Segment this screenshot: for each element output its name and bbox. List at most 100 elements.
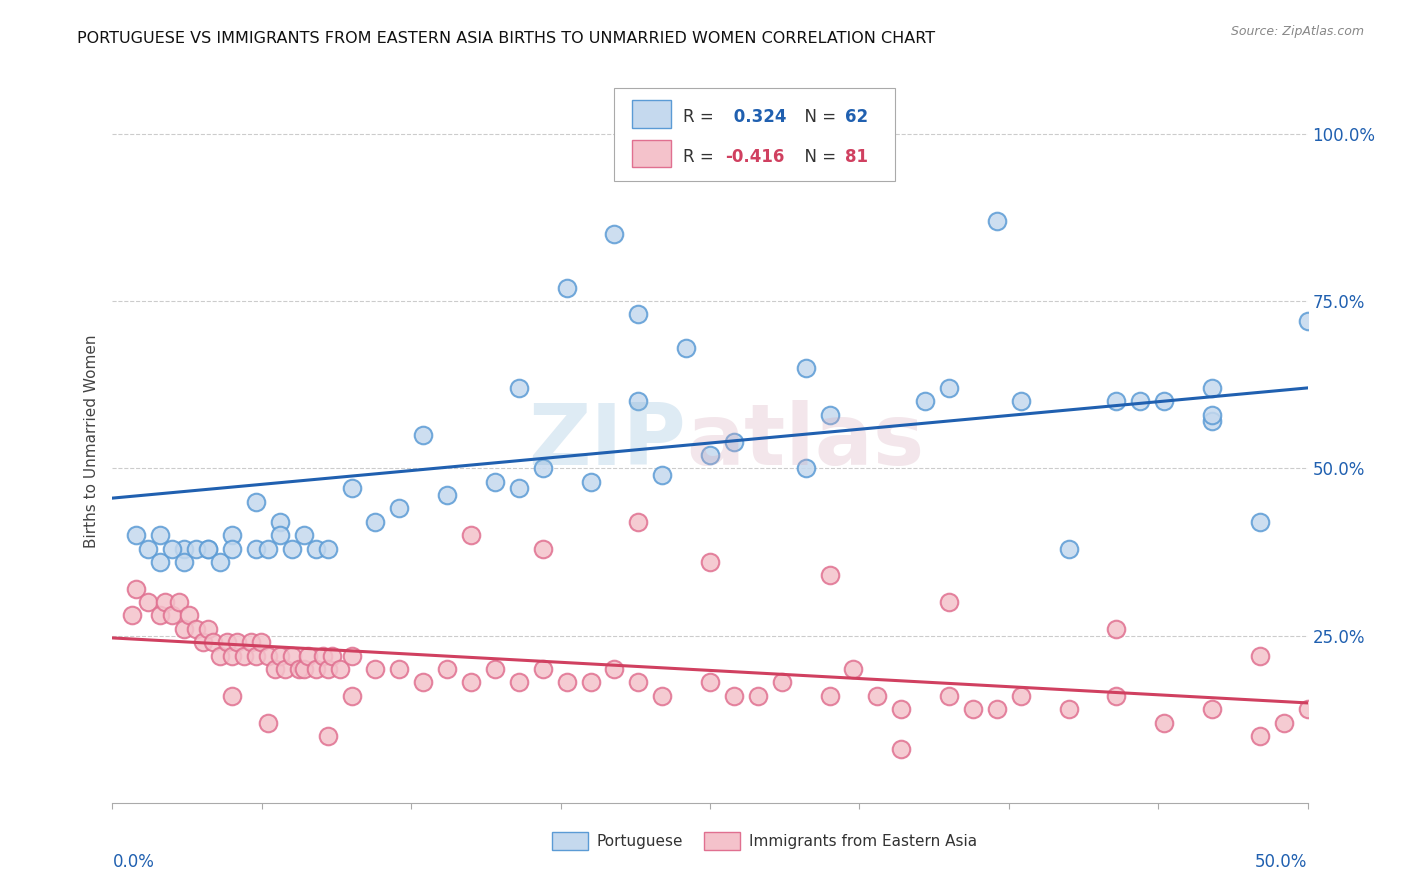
Point — [627, 394, 650, 409]
Point — [531, 461, 554, 475]
Point — [962, 702, 984, 716]
Point — [186, 541, 208, 556]
Point — [460, 675, 482, 690]
Point — [288, 662, 311, 676]
Point — [257, 648, 280, 663]
FancyBboxPatch shape — [614, 87, 896, 181]
Point — [699, 448, 721, 462]
Point — [245, 494, 267, 508]
Point — [257, 715, 280, 730]
Point — [938, 595, 960, 609]
Point — [747, 689, 769, 703]
Point — [121, 608, 143, 623]
Text: Source: ZipAtlas.com: Source: ZipAtlas.com — [1230, 25, 1364, 38]
Point — [162, 608, 183, 623]
Point — [153, 595, 176, 609]
Point — [555, 281, 578, 295]
Point — [240, 635, 263, 649]
Point — [221, 648, 243, 663]
Text: ZIP: ZIP — [529, 400, 686, 483]
Point — [173, 555, 195, 569]
Point — [531, 662, 554, 676]
Point — [1201, 381, 1223, 395]
Point — [209, 648, 232, 663]
Point — [281, 648, 304, 663]
Point — [675, 341, 697, 355]
Point — [1010, 394, 1032, 409]
Point — [269, 515, 291, 529]
Point — [269, 648, 291, 663]
Point — [364, 662, 387, 676]
Point — [225, 635, 247, 649]
Point — [579, 475, 602, 489]
Point — [460, 528, 482, 542]
Point — [201, 635, 224, 649]
Point — [555, 675, 578, 690]
Point — [1201, 414, 1223, 429]
Text: 62: 62 — [845, 108, 868, 126]
Point — [197, 622, 219, 636]
Point — [245, 648, 267, 663]
Point — [364, 515, 387, 529]
Point — [292, 528, 315, 542]
Point — [770, 675, 793, 690]
Point — [436, 662, 458, 676]
Point — [723, 434, 745, 449]
Point — [986, 214, 1008, 228]
Text: 0.0%: 0.0% — [112, 854, 155, 871]
Point — [388, 662, 411, 676]
Point — [197, 541, 219, 556]
Point — [603, 662, 626, 676]
Point — [842, 662, 865, 676]
Point — [1105, 394, 1128, 409]
Point — [1201, 702, 1223, 716]
Point — [221, 541, 243, 556]
Text: Portuguese: Portuguese — [596, 834, 683, 848]
Point — [1010, 689, 1032, 703]
Point — [627, 307, 650, 322]
Point — [651, 467, 673, 482]
Point — [233, 648, 256, 663]
Text: N =: N = — [793, 148, 841, 166]
Point — [747, 127, 769, 141]
Point — [1201, 408, 1223, 422]
Point — [603, 227, 626, 242]
Point — [531, 541, 554, 556]
Point — [221, 689, 243, 703]
Point — [125, 528, 148, 542]
Point — [149, 608, 172, 623]
Point — [1249, 515, 1271, 529]
Text: R =: R = — [682, 148, 718, 166]
Text: PORTUGUESE VS IMMIGRANTS FROM EASTERN ASIA BIRTHS TO UNMARRIED WOMEN CORRELATION: PORTUGUESE VS IMMIGRANTS FROM EASTERN AS… — [77, 31, 935, 46]
Point — [264, 662, 287, 676]
Point — [305, 662, 328, 676]
Point — [269, 528, 291, 542]
Point — [329, 662, 352, 676]
Text: atlas: atlas — [686, 400, 924, 483]
Point — [1057, 702, 1080, 716]
Point — [508, 381, 530, 395]
Point — [699, 675, 721, 690]
Point — [177, 608, 200, 623]
Point — [169, 595, 191, 609]
Point — [794, 461, 817, 475]
Y-axis label: Births to Unmarried Women: Births to Unmarried Women — [83, 334, 98, 549]
Point — [436, 488, 458, 502]
FancyBboxPatch shape — [553, 832, 588, 850]
Point — [818, 568, 841, 582]
Point — [162, 541, 183, 556]
Point — [986, 702, 1008, 716]
Point — [1249, 648, 1271, 663]
Point — [138, 595, 160, 609]
Point — [1153, 715, 1175, 730]
Text: Immigrants from Eastern Asia: Immigrants from Eastern Asia — [749, 834, 977, 848]
Point — [186, 622, 208, 636]
Point — [321, 648, 343, 663]
Point — [1249, 729, 1271, 743]
Point — [173, 541, 195, 556]
Point — [818, 689, 841, 703]
Point — [316, 662, 339, 676]
Point — [484, 475, 506, 489]
Point — [316, 729, 339, 743]
Point — [508, 675, 530, 690]
